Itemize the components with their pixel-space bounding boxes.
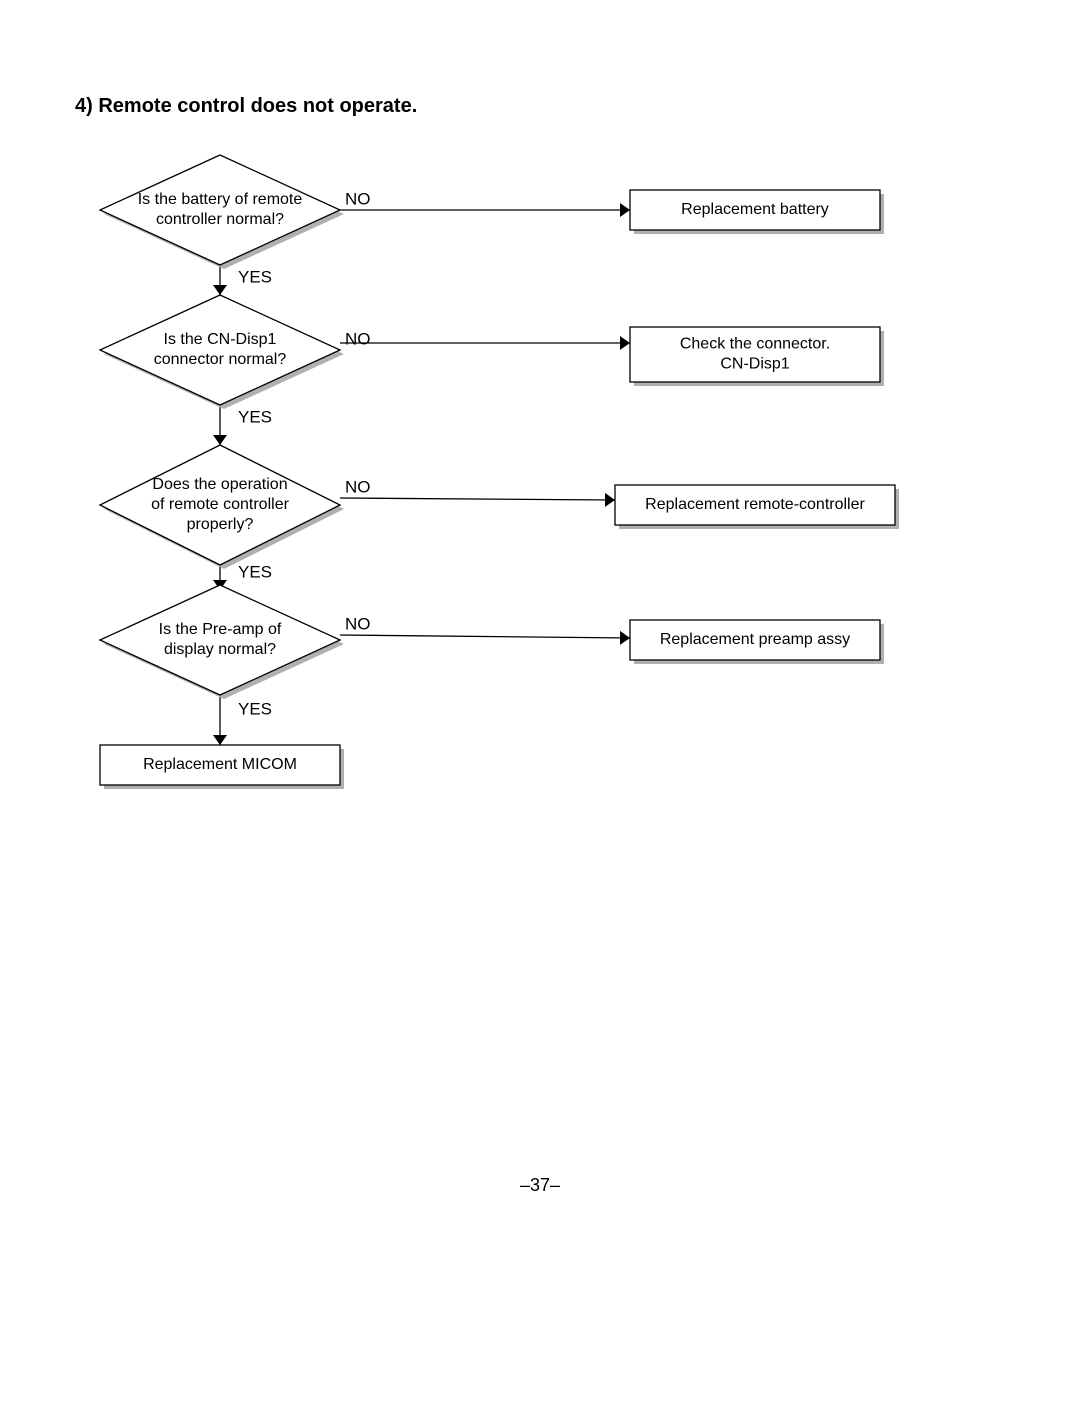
edge-d3-a3: [340, 498, 615, 500]
action-text-a2: Check the connector.: [680, 336, 830, 353]
edge-label-yes: YES: [238, 562, 272, 581]
edge-label-no: NO: [345, 189, 371, 208]
page: 4) Remote control does not operate. NOYE…: [0, 0, 1080, 1405]
decision-d2: [100, 295, 340, 405]
edge-label-yes: YES: [238, 407, 272, 426]
edge-label-yes: YES: [238, 267, 272, 286]
action-text-a5: Replacement MICOM: [143, 756, 297, 773]
action-text-a4: Replacement preamp assy: [660, 631, 850, 648]
decision-d4: [100, 585, 340, 695]
edge-label-no: NO: [345, 329, 371, 348]
action-text-a2: CN-Disp1: [720, 356, 789, 373]
decision-text-d2: Is the CN-Disp1: [164, 331, 277, 348]
action-text-a3: Replacement remote-controller: [645, 496, 865, 513]
action-text-a1: Replacement battery: [681, 201, 829, 218]
edge-label-no: NO: [345, 477, 371, 496]
page-number: –37–: [520, 1175, 560, 1196]
decision-text-d3: properly?: [187, 516, 254, 533]
decision-text-d1: controller normal?: [156, 211, 284, 228]
decision-text-d4: display normal?: [164, 641, 276, 658]
decision-d1: [100, 155, 340, 265]
decision-text-d1: Is the battery of remote: [138, 191, 303, 208]
decision-text-d2: connector normal?: [154, 351, 287, 368]
decision-text-d4: Is the Pre-amp of: [159, 621, 282, 638]
edge-label-yes: YES: [238, 699, 272, 718]
decision-text-d3: of remote controller: [151, 496, 290, 513]
decision-text-d3: Does the operation: [152, 476, 287, 493]
edge-label-no: NO: [345, 614, 371, 633]
edge-d4-a4: [340, 635, 630, 638]
